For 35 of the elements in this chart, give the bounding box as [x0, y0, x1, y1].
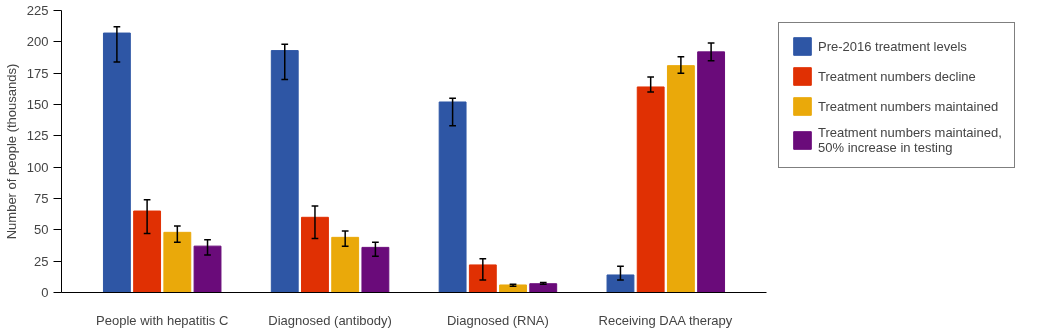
bar — [102, 32, 131, 293]
y-tick-label: 225 — [26, 3, 49, 18]
bar — [606, 274, 635, 293]
bar — [133, 210, 162, 293]
bar — [438, 101, 467, 293]
legend-label: Treatment numbers maintained — [818, 98, 999, 114]
y-tick-label: 150 — [26, 97, 49, 112]
y-tick-label: 75 — [34, 191, 49, 206]
bar — [666, 65, 695, 293]
y-tick-label: 0 — [41, 285, 49, 300]
bar — [301, 216, 329, 293]
x-tick-label: Diagnosed (RNA) — [446, 312, 549, 328]
legend-label: Treatment numbers maintained, 50% increase in testing — [818, 125, 1002, 155]
y-tick-label: 50 — [34, 222, 49, 238]
bar — [193, 245, 222, 293]
bar — [529, 283, 558, 293]
y-tick-label: 200 — [26, 34, 49, 50]
x-tick-label: Diagnosed (antibody) — [268, 312, 392, 328]
bar — [499, 284, 527, 293]
bar — [636, 86, 665, 293]
bar — [361, 246, 390, 293]
y-tick-label: 25 — [34, 253, 49, 269]
y-tick-label: 175 — [26, 65, 49, 81]
y-tick-label: 125 — [26, 128, 49, 144]
bar — [270, 50, 299, 293]
legend-label: Pre-2016 treatment levels — [818, 38, 967, 54]
y-tick-label: 100 — [26, 159, 49, 175]
bar — [468, 264, 497, 293]
legend-label: Treatment numbers decline — [818, 68, 976, 84]
bar — [697, 51, 726, 293]
x-tick-label: People with hepatitis C — [96, 312, 229, 328]
bar — [163, 231, 192, 293]
bar — [331, 236, 360, 293]
y-axis-title: Number of people (thousands) — [3, 63, 19, 240]
x-tick-label: Receiving DAA therapy — [598, 312, 733, 328]
